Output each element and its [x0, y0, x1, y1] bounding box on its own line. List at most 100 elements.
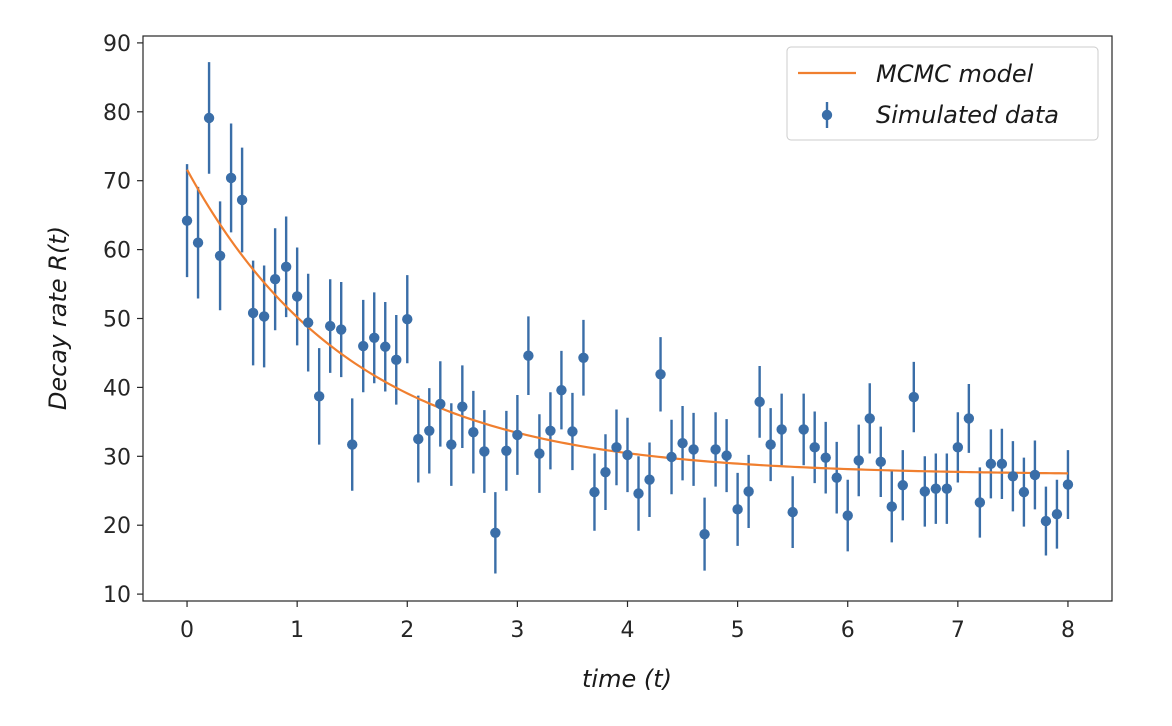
data-point [556, 384, 567, 396]
data-point [1062, 479, 1074, 490]
data-point [324, 320, 336, 332]
y-tick-label: 10 [103, 583, 131, 608]
data-point [1007, 471, 1019, 482]
data-point [280, 261, 292, 273]
data-point [347, 439, 358, 450]
data-point [512, 429, 523, 441]
data-point [776, 424, 787, 435]
data-point [842, 510, 853, 521]
data-point [611, 442, 622, 453]
data-point [688, 444, 699, 455]
data-point [1018, 486, 1030, 498]
data-point [963, 413, 975, 424]
data-point [754, 396, 765, 408]
x-tick-label: 5 [731, 618, 745, 643]
data-point [600, 466, 611, 478]
data-point [446, 439, 457, 450]
data-point [996, 458, 1008, 470]
x-tick-label: 6 [841, 618, 855, 643]
x-tick-label: 7 [951, 618, 965, 643]
legend-data-label: Simulated data [876, 101, 1059, 129]
data-point [402, 313, 413, 325]
data-point [534, 448, 545, 459]
legend-box [786, 46, 1099, 141]
data-point [1051, 508, 1063, 520]
data-point [413, 433, 424, 445]
data-point [181, 215, 193, 226]
data-point [677, 438, 688, 449]
data-point [699, 528, 710, 540]
data-point [875, 456, 886, 468]
data-point [974, 497, 986, 508]
data-point [897, 480, 908, 491]
data-point [919, 486, 931, 497]
data-point [710, 444, 721, 455]
data-point [864, 413, 875, 424]
data-point [258, 311, 270, 322]
data-point [952, 442, 964, 453]
data-point [721, 450, 732, 461]
data-point [545, 425, 556, 437]
data-point [985, 458, 997, 470]
data-point [247, 307, 259, 319]
axes: 0 1 2 3 4 5 6 7 8 10 20 30 40 50 60 70 80 90 [103, 32, 1075, 643]
data-point [501, 445, 512, 456]
data-point [820, 452, 831, 463]
x-tick-label: 2 [400, 618, 414, 643]
data-point [743, 486, 754, 497]
data-point [236, 194, 248, 206]
data-point [1029, 469, 1041, 481]
legend: MCMC model Simulated data [786, 46, 1099, 141]
y-tick-label: 50 [103, 308, 131, 333]
data-point [468, 426, 479, 438]
plot-area [181, 62, 1074, 574]
data-point [578, 352, 589, 363]
data-point [291, 291, 303, 302]
data-point [523, 350, 534, 361]
data-point [435, 398, 446, 410]
data-point [666, 451, 677, 463]
x-tick-label: 1 [290, 618, 304, 643]
data-point [1040, 515, 1052, 527]
y-tick-label: 20 [103, 514, 131, 539]
y-tick-label: 70 [103, 170, 131, 195]
data-point [787, 506, 798, 518]
y-tick-label: 40 [103, 376, 131, 401]
data-point [567, 426, 578, 437]
data-point [809, 442, 820, 453]
data-point [930, 483, 942, 494]
data-point [369, 332, 380, 343]
data-point [424, 425, 435, 437]
y-tick-label: 60 [103, 239, 131, 264]
data-point [214, 250, 226, 261]
data-point [313, 391, 325, 402]
x-tick-label: 4 [621, 618, 635, 643]
data-point [622, 449, 633, 461]
x-tick-label: 8 [1061, 618, 1075, 643]
data-point [633, 488, 644, 499]
data-point [765, 439, 776, 450]
data-point [831, 472, 842, 483]
data-point [358, 340, 369, 352]
data-point [457, 401, 468, 412]
data-point [380, 341, 391, 352]
data-point [203, 112, 215, 124]
x-tick-label: 0 [180, 618, 194, 643]
data-point [479, 446, 490, 457]
data-point [655, 369, 666, 380]
x-axis-title: time (t) [582, 665, 672, 693]
data-point [886, 501, 897, 512]
y-tick-label: 80 [103, 101, 131, 126]
data-point [853, 455, 864, 466]
data-point [391, 354, 402, 366]
y-tick-label: 90 [103, 32, 131, 57]
data-point [302, 317, 314, 328]
data-point [644, 474, 655, 485]
y-tick-label: 30 [103, 445, 131, 470]
data-point [941, 483, 953, 494]
data-point [589, 486, 600, 498]
legend-data-marker [821, 109, 833, 121]
data-point [336, 324, 347, 335]
data-point [269, 274, 281, 285]
